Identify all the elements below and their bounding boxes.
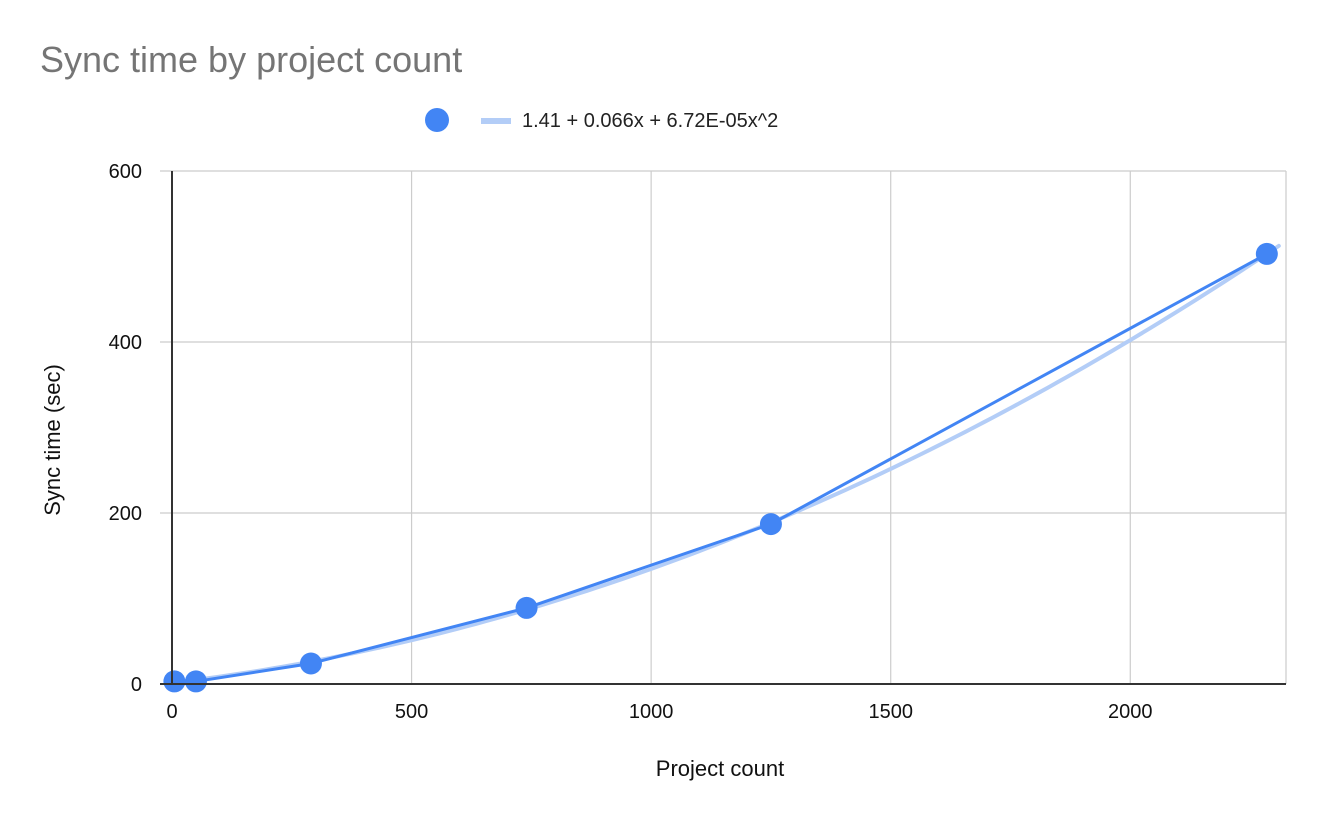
- y-tick-label: 600: [109, 161, 142, 183]
- y-axis-title: Sync time (sec): [40, 364, 65, 516]
- x-tick-label: 0: [166, 701, 177, 723]
- legend-trendline-swatch: [481, 118, 511, 124]
- legend-trendline-label: 1.41 + 0.066x + 6.72E-05x^2: [522, 110, 778, 132]
- legend-series-marker: [425, 108, 449, 132]
- series-layer: [163, 242, 1278, 693]
- x-axis-title: Project count: [656, 756, 784, 781]
- data-point: [299, 652, 322, 675]
- x-tick-label: 1000: [629, 701, 674, 723]
- axes: [160, 171, 1286, 685]
- trendline: [170, 243, 1281, 685]
- x-tick-label: 2000: [1108, 701, 1153, 723]
- y-tick-label: 0: [131, 674, 142, 696]
- data-point: [184, 670, 207, 693]
- x-tick-label: 500: [395, 701, 428, 723]
- tick-labels: 0 500 1000 1500 2000 0 200 400 600: [109, 161, 1153, 723]
- y-tick-label: 200: [109, 503, 142, 525]
- gridlines: [160, 170, 1287, 684]
- legend: 1.41 + 0.066x + 6.72E-05x^2: [425, 108, 778, 132]
- data-point: [1255, 242, 1278, 265]
- x-tick-label: 1500: [868, 701, 913, 723]
- series-line: [174, 252, 1268, 683]
- data-point: [515, 596, 538, 619]
- data-point: [163, 670, 186, 693]
- chart-title: Sync time by project count: [40, 39, 462, 80]
- trendline-layer: [170, 243, 1281, 685]
- data-point: [759, 513, 782, 536]
- y-tick-label: 400: [109, 332, 142, 354]
